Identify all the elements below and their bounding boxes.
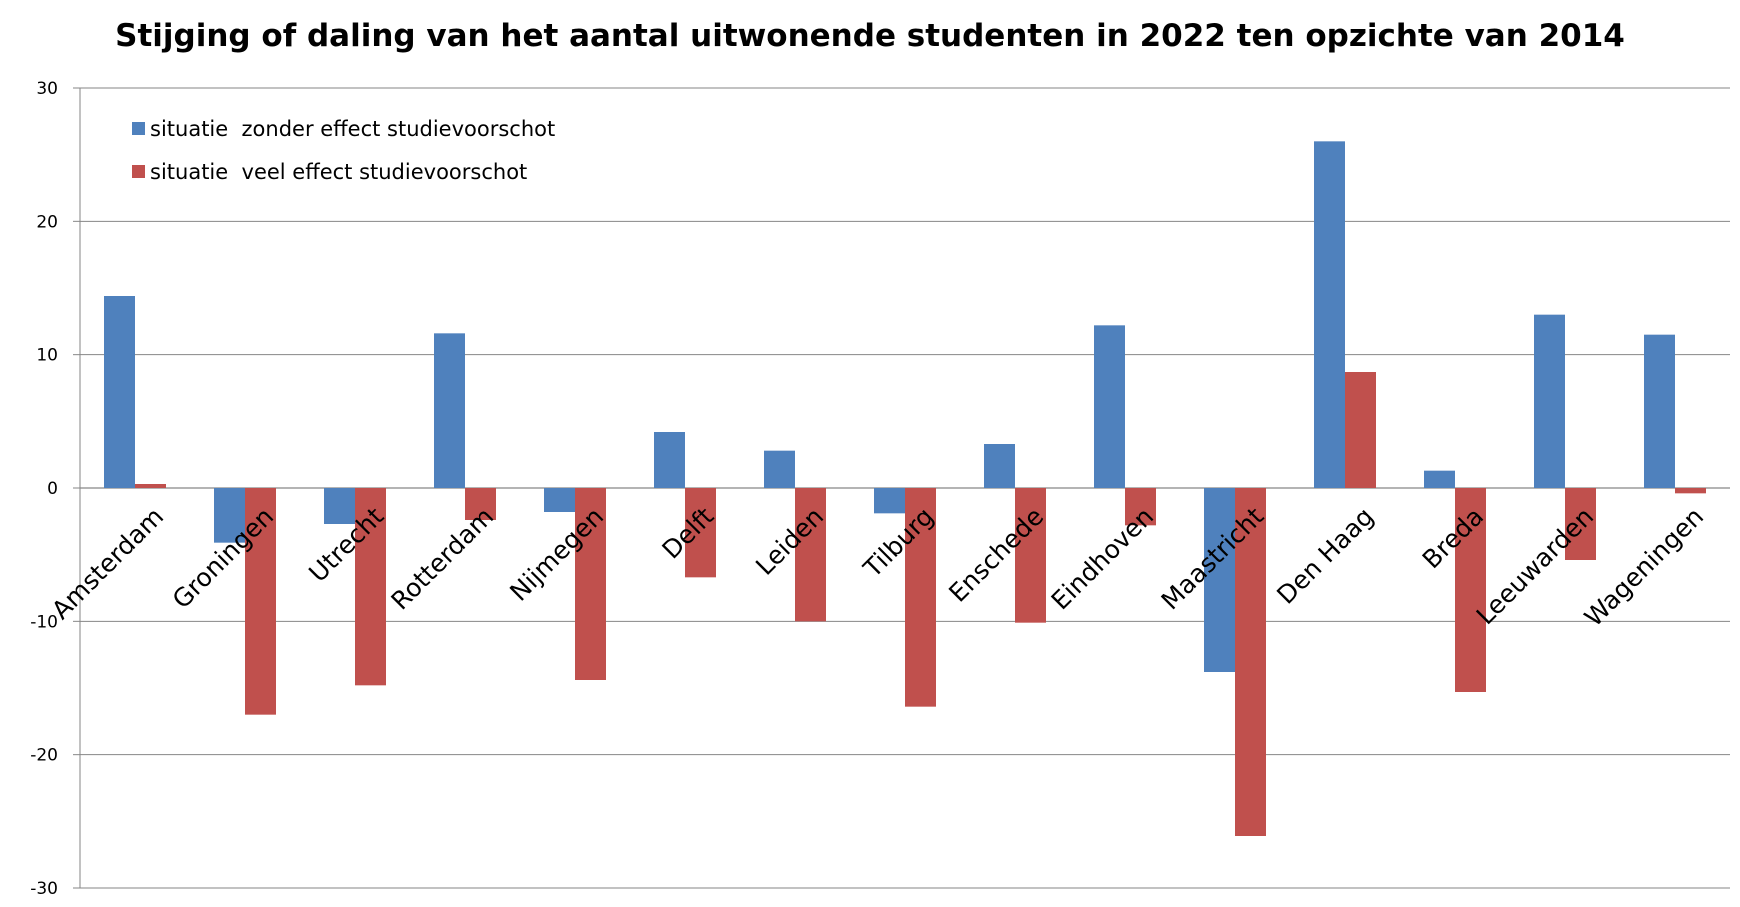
y-tick-label: 20 <box>36 212 58 232</box>
bars <box>104 141 1706 836</box>
bar-zonder-effect-tilburg <box>874 488 905 514</box>
category-label-wageningen: Wageningen <box>1579 502 1709 632</box>
category-label-den-haag: Den Haag <box>1271 502 1379 610</box>
bar-veel-effect-leeuwarden <box>1565 488 1596 560</box>
legend-swatch <box>132 165 145 178</box>
y-tick-label: 30 <box>36 79 58 99</box>
chart-title: Stijging of daling van het aantal uitwon… <box>115 18 1625 54</box>
legend-swatch <box>132 122 145 135</box>
legend: situatie zonder effect studievoorschot si… <box>132 117 555 184</box>
bar-veel-effect-eindhoven <box>1125 488 1156 526</box>
category-label-eindhoven: Eindhoven <box>1046 502 1160 616</box>
bar-zonder-effect-groningen <box>214 488 245 543</box>
category-label-amsterdam: Amsterdam <box>46 502 169 625</box>
bar-zonder-effect-leiden <box>764 450 795 488</box>
legend-entry: situatie zonder effect studievoorschot <box>150 117 555 141</box>
category-label-rotterdam: Rotterdam <box>385 502 499 616</box>
bar-veel-effect-tilburg <box>905 488 936 707</box>
bar-zonder-effect-eindhoven <box>1094 325 1125 488</box>
bar-veel-effect-groningen <box>245 488 276 715</box>
bar-veel-effect-rotterdam <box>465 488 496 520</box>
bar-veel-effect-wageningen <box>1675 488 1706 494</box>
bar-veel-effect-leiden <box>795 488 826 622</box>
bar-zonder-effect-breda <box>1424 470 1455 488</box>
bar-zonder-effect-wageningen <box>1644 334 1675 488</box>
bar-zonder-effect-rotterdam <box>434 333 465 488</box>
y-tick-label: 0 <box>47 479 58 499</box>
bar-veel-effect-maastricht <box>1235 488 1266 836</box>
bar-veel-effect-enschede <box>1015 488 1046 623</box>
y-tick-label: -10 <box>30 612 58 632</box>
bar-zonder-effect-maastricht <box>1204 488 1235 672</box>
bar-zonder-effect-enschede <box>984 444 1015 488</box>
y-tick-label: -30 <box>30 879 58 899</box>
bar-veel-effect-amsterdam <box>135 484 166 488</box>
bar-veel-effect-utrecht <box>355 488 386 686</box>
bar-veel-effect-breda <box>1455 488 1486 692</box>
bar-zonder-effect-nijmegen <box>544 488 575 512</box>
bar-zonder-effect-utrecht <box>324 488 355 524</box>
legend-entry: situatie veel effect studievoorschot <box>150 160 527 184</box>
bar-zonder-effect-amsterdam <box>104 296 135 488</box>
bar-veel-effect-den-haag <box>1345 372 1376 488</box>
y-tick-label: 10 <box>36 346 58 366</box>
y-tick-label: -20 <box>30 746 58 766</box>
bar-veel-effect-nijmegen <box>575 488 606 680</box>
bar-zonder-effect-leeuwarden <box>1534 314 1565 488</box>
bar-veel-effect-delft <box>685 488 716 578</box>
bar-zonder-effect-delft <box>654 432 685 488</box>
bar-zonder-effect-den-haag <box>1314 141 1345 489</box>
